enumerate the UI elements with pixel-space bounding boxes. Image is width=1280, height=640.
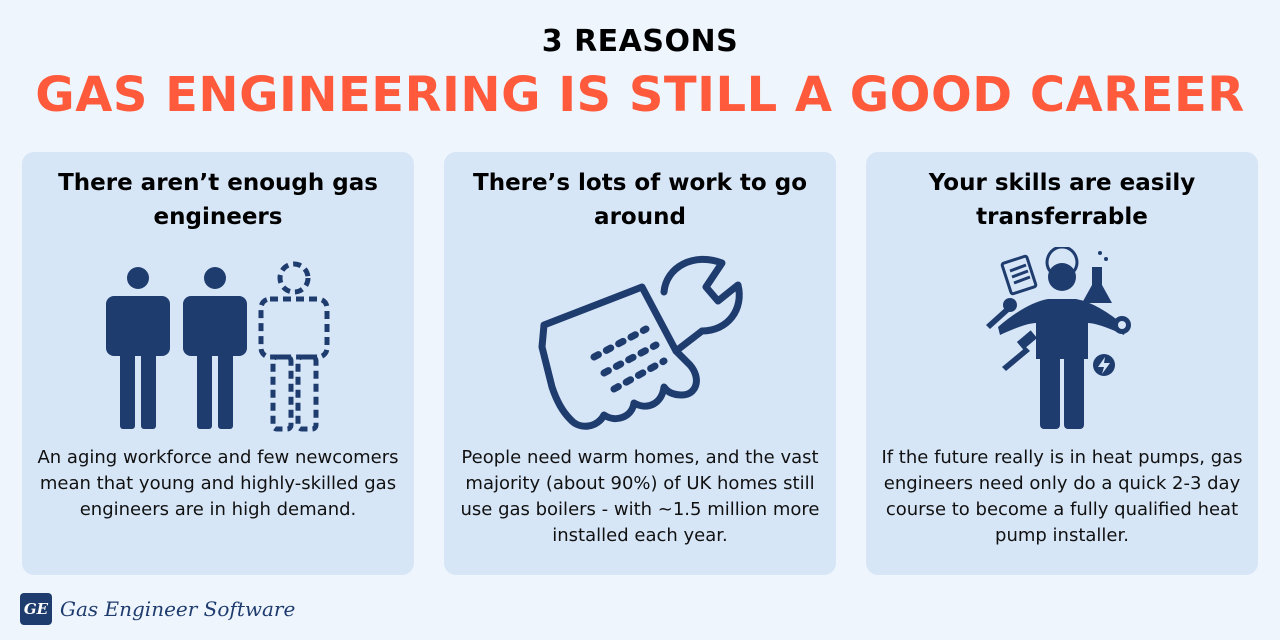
card-lots-of-work: There’s lots of work to go around People… <box>444 152 836 575</box>
brand-mark-icon: GE <box>20 593 52 625</box>
brand-name: Gas Engineer Software <box>60 597 296 621</box>
multi-skill-person-icon <box>986 247 1131 429</box>
card-body: An aging workforce and few newcomers mea… <box>37 447 399 520</box>
card-title: There’s lots of work to go around <box>473 170 807 230</box>
kicker: 3 REASONS <box>541 24 739 59</box>
headline: GAS ENGINEERING IS STILL A GOOD CAREER <box>35 67 1245 123</box>
card-body: People need warm homes, and the vast maj… <box>460 447 820 546</box>
card-title: There aren’t enough gas engineers <box>58 170 378 230</box>
card-title: Your skills are easily transferrable <box>928 170 1196 230</box>
card-transferrable-skills: Your skills are easily transferrable <box>866 152 1258 575</box>
hand-wrench-icon <box>538 255 743 430</box>
brand-logo: GE Gas Engineer Software <box>20 592 295 626</box>
people-icon <box>106 261 330 432</box>
header: 3 REASONS GAS ENGINEERING IS STILL A GOO… <box>0 18 1280 123</box>
card-not-enough-engineers: There aren’t enough gas engineers An agi… <box>22 152 414 575</box>
card-body: If the future really is in heat pumps, g… <box>881 447 1243 546</box>
